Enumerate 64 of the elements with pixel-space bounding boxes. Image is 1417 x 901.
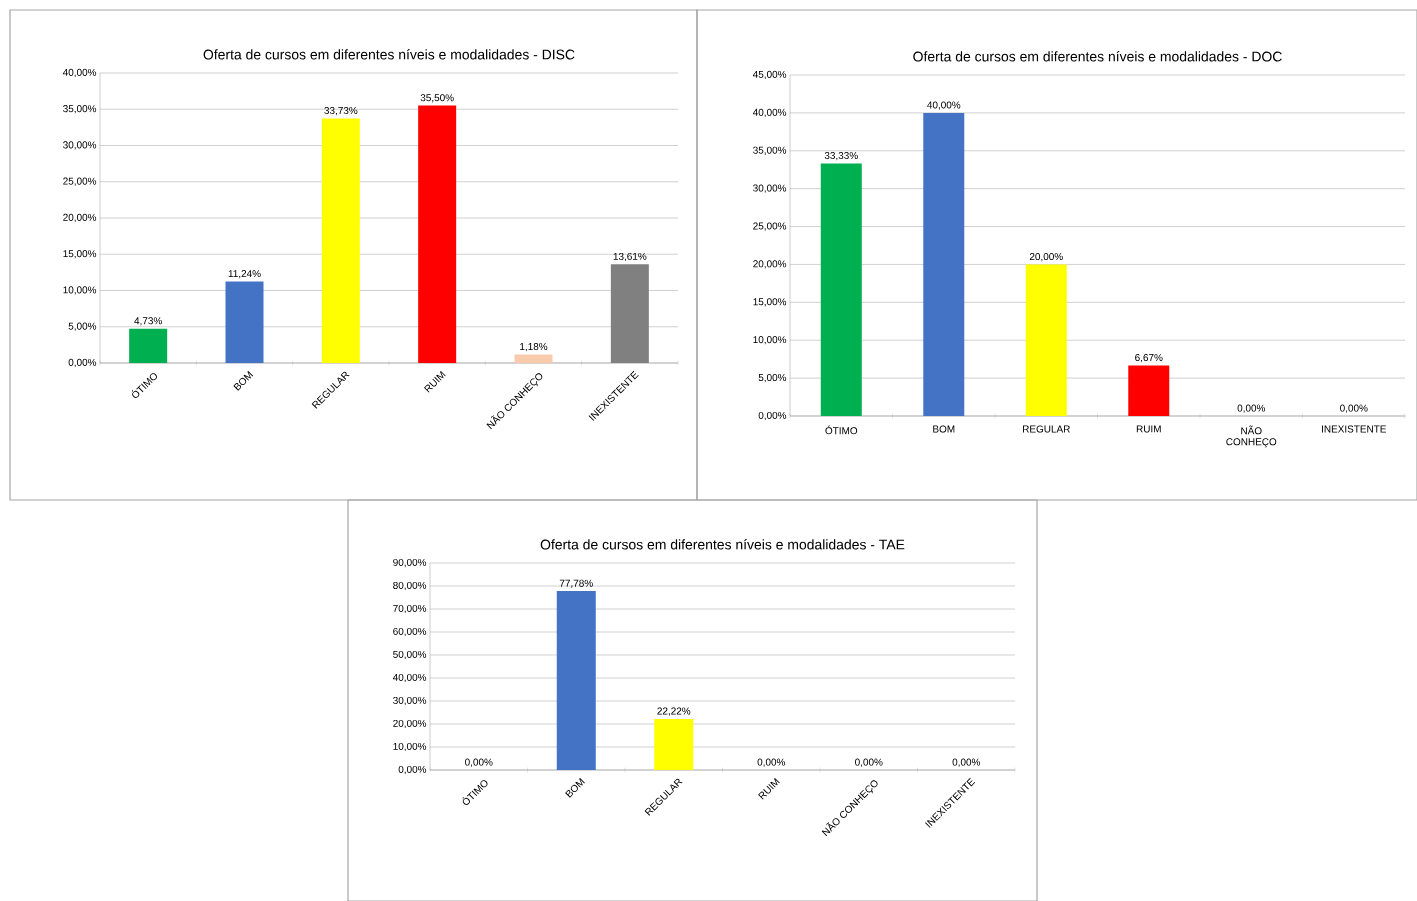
chart-title: Oferta de cursos em diferentes níveis e modalidades - TAE (540, 539, 905, 550)
y-tick-label: 70,00% (393, 604, 427, 614)
y-tick-label: 35,00% (753, 146, 787, 155)
y-tick-label: 30,00% (393, 696, 427, 706)
data-label: 77,78% (559, 579, 593, 588)
data-label: 0,00% (465, 758, 493, 767)
y-tick-label: 20,00% (753, 260, 787, 269)
y-tick-label: 5,00% (758, 373, 787, 383)
y-tick-label: 45,00% (752, 70, 787, 80)
y-tick-label: 10,00% (753, 336, 787, 345)
data-label: 40,00% (927, 101, 961, 110)
data-label: 22,22% (657, 707, 691, 716)
chart-title: Oferta de cursos em diferentes níveis e modalidades - DOC (913, 51, 1282, 62)
y-tick-label: 10,00% (63, 286, 97, 295)
y-tick-label: 10,00% (393, 742, 427, 752)
data-label: 33,33% (824, 151, 858, 161)
data-label: 35,50% (420, 94, 454, 103)
x-tick-label: BOM (933, 425, 955, 433)
bar (418, 105, 457, 363)
data-label: 6,67% (1135, 354, 1163, 363)
y-tick-label: 40,00% (752, 108, 787, 117)
y-tick-label: 30,00% (63, 141, 97, 150)
bar (1128, 365, 1170, 416)
y-tick-label: 60,00% (393, 627, 427, 637)
data-label: 0,00% (855, 758, 883, 767)
data-label: 13,61% (613, 252, 647, 262)
data-label: 0,00% (1237, 404, 1266, 413)
y-tick-label: 15,00% (63, 250, 97, 259)
y-tick-label: 80,00% (393, 581, 427, 591)
x-tick-label: NÃO CONHEÇO (1226, 425, 1277, 448)
x-tick-label: REGULAR (1023, 425, 1070, 433)
y-tick-label: 30,00% (753, 184, 787, 193)
y-tick-label: 20,00% (63, 213, 97, 223)
data-label: 20,00% (1029, 253, 1063, 262)
y-tick-label: 25,00% (753, 222, 787, 231)
bar (923, 112, 965, 416)
bar (129, 328, 168, 363)
x-tick-label: RUIM (1136, 425, 1161, 433)
bar (514, 354, 553, 363)
y-tick-label: 20,00% (393, 719, 427, 729)
data-label: 0,00% (1340, 404, 1368, 413)
bar (321, 118, 360, 363)
y-tick-label: 35,00% (63, 105, 97, 114)
x-tick-label: INEXISTENTE (1322, 425, 1387, 433)
y-tick-label: 15,00% (753, 298, 787, 307)
bar (1025, 264, 1067, 416)
bar (225, 281, 264, 363)
data-label: 33,73% (324, 107, 358, 116)
x-tick-label: ÓTIMO (825, 425, 858, 435)
y-tick-label: 5,00% (68, 322, 97, 331)
chart-title: Oferta de cursos em diferentes níveis e modalidades - DISC (203, 49, 575, 60)
data-label: 11,24% (228, 270, 261, 279)
y-tick-label: 40,00% (62, 68, 97, 78)
y-tick-label: 50,00% (393, 650, 427, 660)
data-label: 4,73% (134, 317, 162, 326)
y-tick-label: 25,00% (63, 177, 97, 186)
y-tick-label: 0,00% (68, 358, 97, 368)
data-label: 0,00% (952, 758, 981, 767)
y-tick-label: 40,00% (392, 673, 427, 683)
y-tick-label: 0,00% (398, 765, 427, 775)
y-tick-label: 0,00% (758, 411, 787, 421)
bar (820, 163, 862, 416)
data-label: 1,18% (520, 343, 548, 352)
y-tick-label: 90,00% (393, 558, 427, 568)
